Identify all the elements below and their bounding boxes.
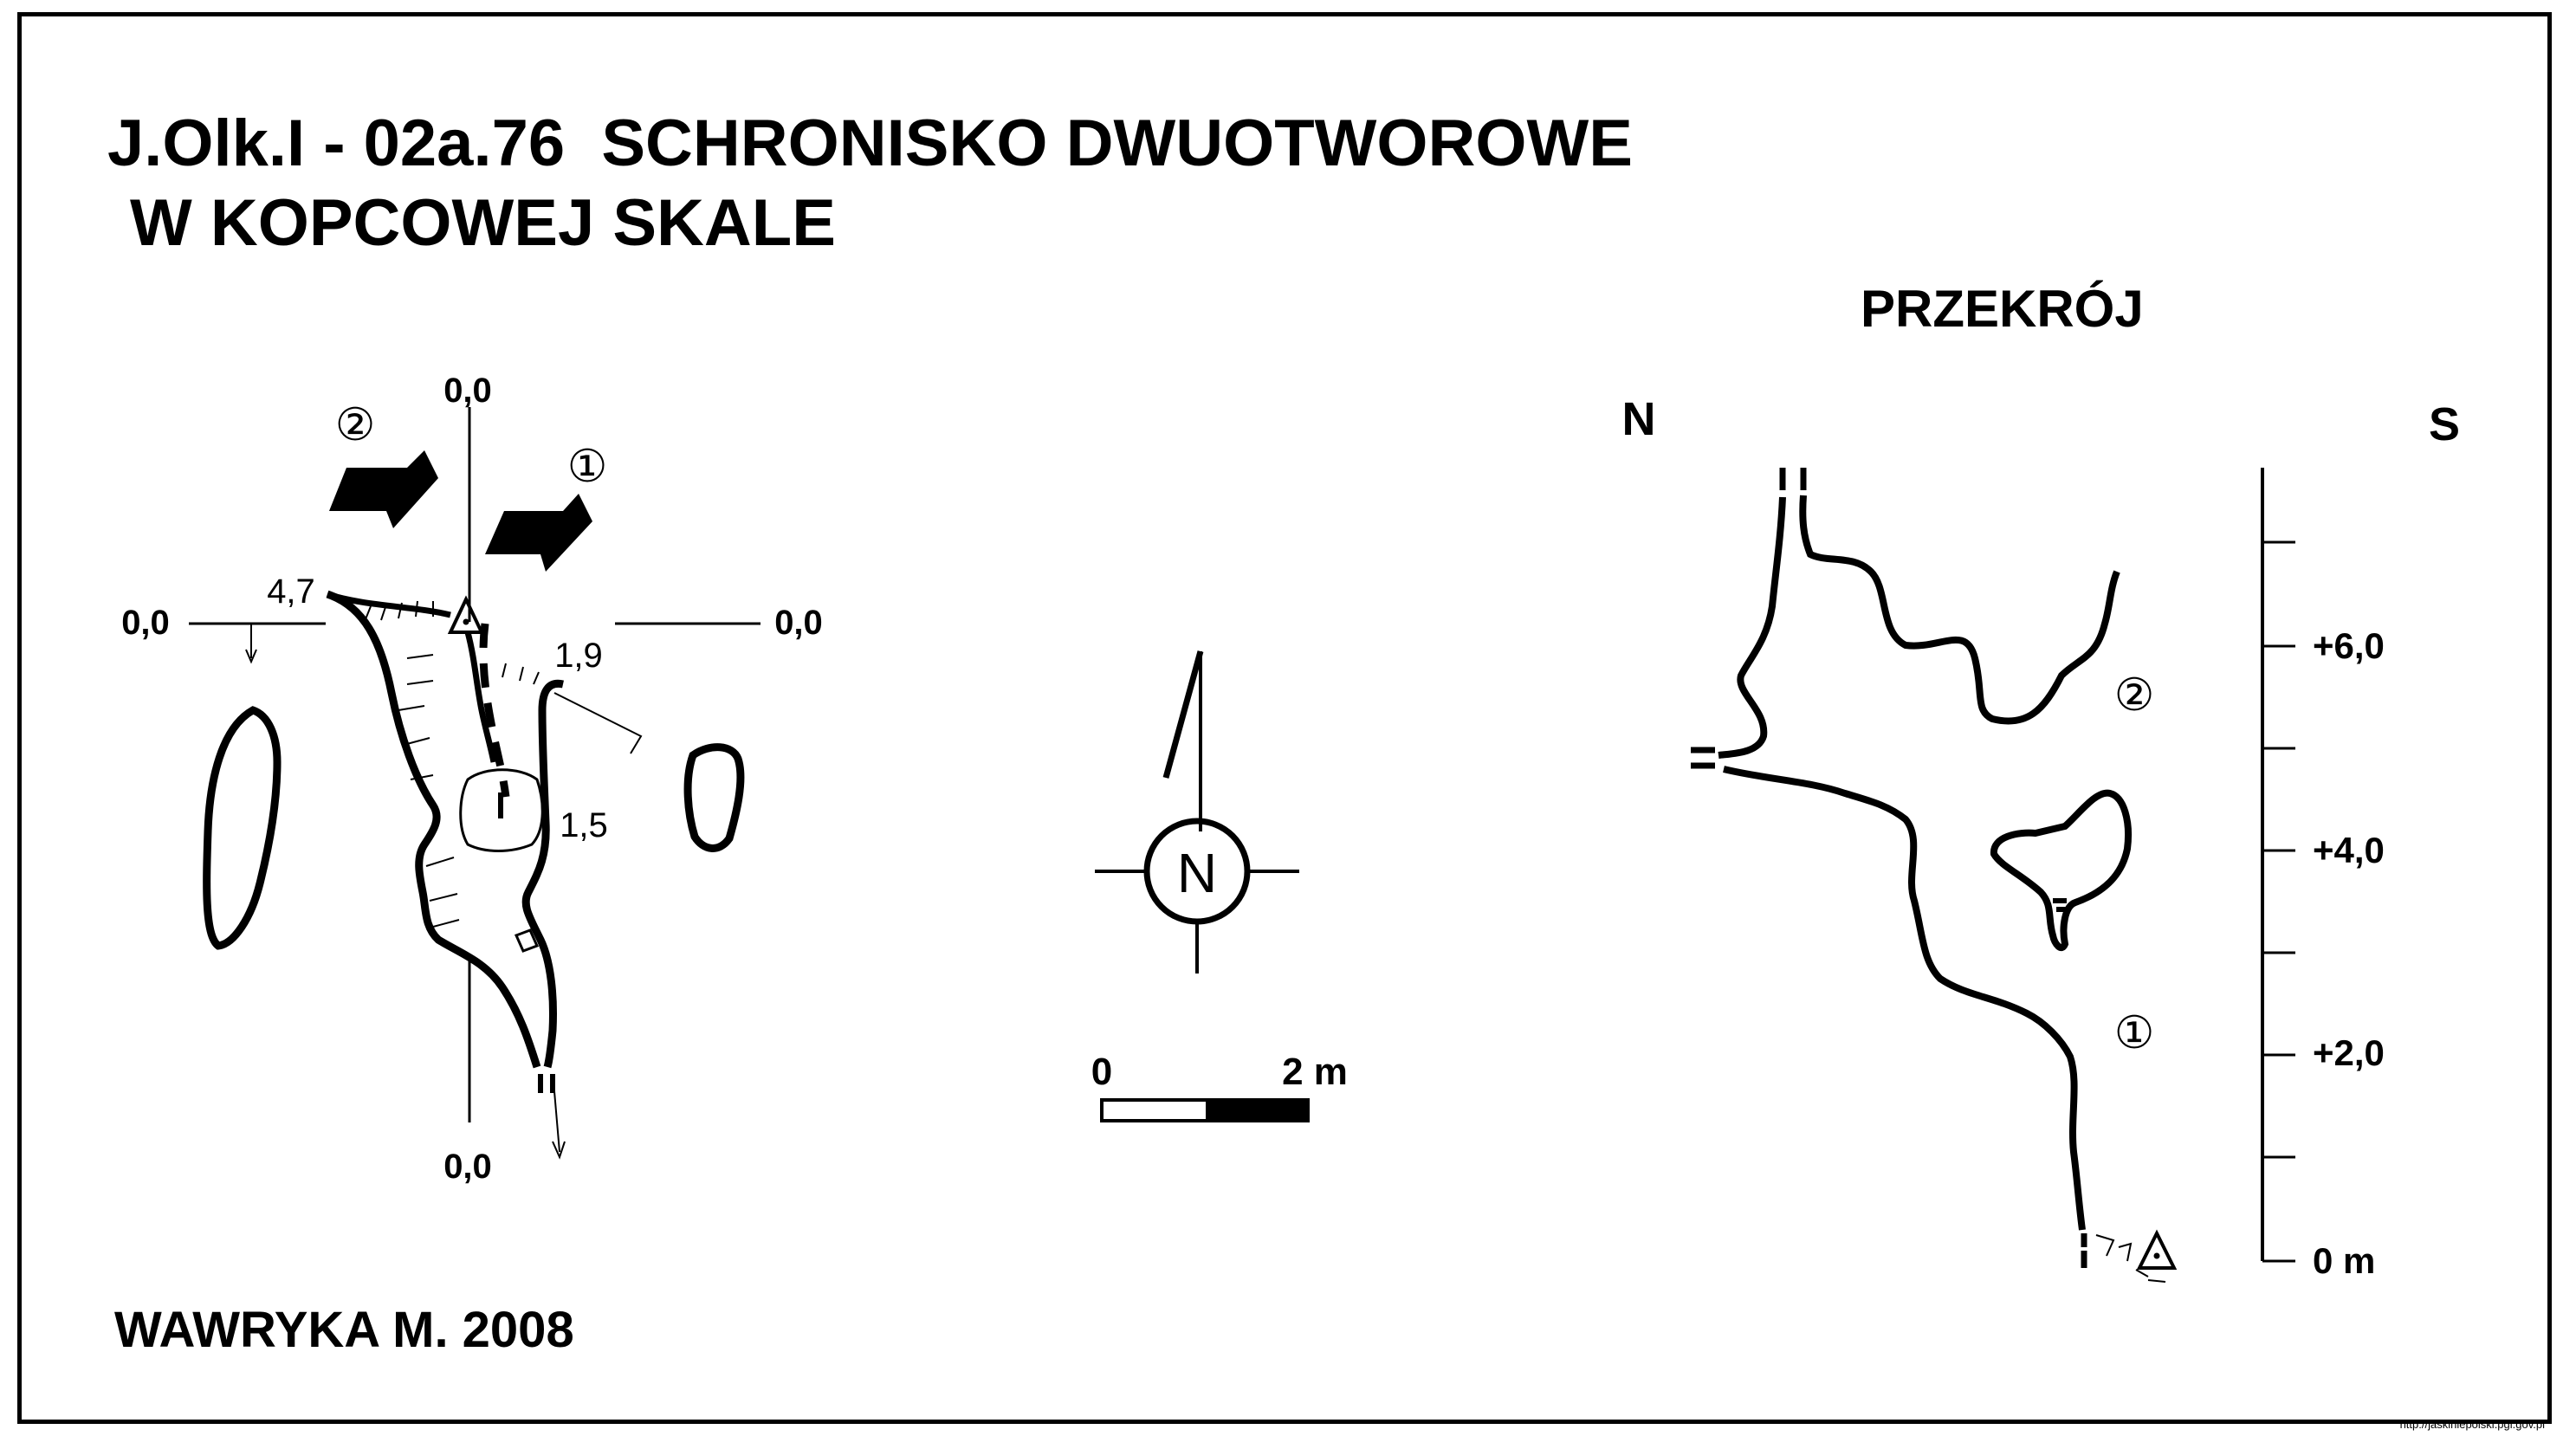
section-scale-label-6: +6,0 <box>2313 625 2385 666</box>
scale-bar-start: 0 <box>1091 1051 1112 1093</box>
map-frame <box>17 12 2552 1424</box>
plan-hachures <box>363 600 540 928</box>
plan-boulder <box>459 768 544 852</box>
section-north-label: N <box>1622 393 1656 445</box>
section-scale-label-2: +2,0 <box>2313 1032 2385 1073</box>
scale-bar <box>1100 1098 1310 1122</box>
plan-entrance-marks <box>538 1074 555 1093</box>
section-datum-triangle <box>2136 1229 2178 1270</box>
plan-leader-line <box>553 692 643 754</box>
plan-view <box>189 407 761 1160</box>
section-south-label: S <box>2429 398 2460 450</box>
scale-bar-end: 2 m <box>1282 1051 1348 1093</box>
scale-bar-black <box>1206 1098 1310 1122</box>
plan-entrance-1-label: ① <box>567 442 608 492</box>
plan-rock-right <box>683 743 745 852</box>
cross-section <box>1691 468 2295 1283</box>
section-entrance-1-label: ① <box>2114 1008 2155 1058</box>
plan-right-datum: 0,0 <box>774 604 823 642</box>
plan-top-datum: 0,0 <box>443 372 492 410</box>
scale-bar-white <box>1100 1098 1209 1122</box>
section-pillar-marks <box>2053 898 2068 912</box>
plan-left-datum: 0,0 <box>121 604 170 642</box>
plan-down-arrow-1 <box>245 624 257 664</box>
north-compass <box>1095 650 1299 974</box>
credit-url: http://jaskiniepolski.pgi.gov.pl <box>2399 1418 2545 1431</box>
section-scale-ticks <box>2262 540 2295 1263</box>
plan-inner-wall <box>326 591 497 763</box>
plan-depth-1-9: 1,9 <box>554 637 603 675</box>
plan-bottom-datum: 0,0 <box>443 1148 492 1186</box>
section-entrance-2-marks <box>1779 468 1807 490</box>
author-label: WAWRYKA M. 2008 <box>114 1302 574 1358</box>
section-pillar <box>1990 789 2132 952</box>
section-labels: N S ② ① +6,0 +4,0 +2,0 0 m <box>1622 393 2461 1281</box>
map-title-line-2: W KOPCOWEJ SKALE <box>130 186 836 260</box>
section-entrance-2-label: ② <box>2114 670 2155 721</box>
compass-label: N <box>1177 842 1217 904</box>
plan-down-arrow-2 <box>552 1090 566 1160</box>
section-debris <box>2095 1234 2166 1283</box>
plan-small-rock <box>514 928 540 953</box>
section-scale-label-4: +4,0 <box>2313 830 2385 870</box>
plan-depth-1-5: 1,5 <box>560 806 608 844</box>
section-upper-floor <box>1723 766 2086 1231</box>
plan-rock-left <box>203 706 282 950</box>
plan-depth-4-7: 4,7 <box>267 572 315 611</box>
plan-cave-wall-left <box>326 590 541 1069</box>
plan-cave-wall-right <box>521 679 564 1069</box>
plan-entrance-2-label: ② <box>335 400 376 450</box>
section-entrance-3-marks <box>1691 747 1715 769</box>
compass-needle-tip <box>1162 650 1204 779</box>
plan-entrance-arrow-2 <box>329 450 438 528</box>
plan-labels: 0,0 0,0 0,0 0,0 4,7 1,9 1,5 ② ① <box>121 372 823 1186</box>
section-upper-passage-left <box>1718 496 1786 759</box>
section-datum-point <box>2153 1252 2160 1259</box>
map-title-line-1: J.Olk.I - 02a.76 SCHRONISKO DWUOTWOROWE <box>107 107 1633 180</box>
plan-datum-triangle <box>447 595 485 634</box>
plan-datum-point <box>463 618 469 625</box>
section-title: PRZEKRÓJ <box>1861 280 2144 338</box>
section-upper-passage-right <box>1799 495 2120 725</box>
plan-entrance-arrow-1 <box>485 494 592 572</box>
section-scale-label-0: 0 m <box>2313 1240 2375 1281</box>
